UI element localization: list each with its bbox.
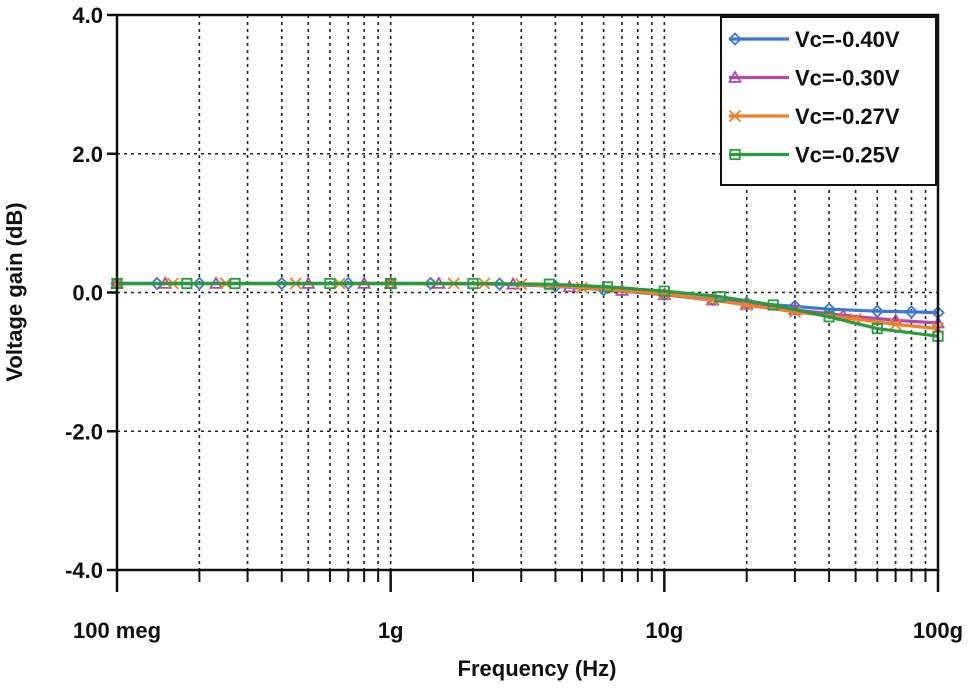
y-axis-title: Voltage gain (dB) — [2, 202, 27, 381]
data-point-diamond — [274, 276, 289, 291]
y-tick-label: -2.0 — [65, 419, 103, 444]
data-point-diamond — [904, 305, 919, 319]
data-point-diamond — [192, 276, 207, 291]
legend-label: Vc=-0.27V — [795, 104, 900, 129]
data-point-square — [324, 277, 336, 290]
data-point-square — [658, 285, 670, 297]
legend-label: Vc=-0.40V — [795, 27, 900, 52]
series-4 — [111, 277, 944, 342]
data-point-square — [385, 277, 397, 290]
data-point-square — [871, 322, 883, 335]
x-tick-label: 100g — [913, 618, 963, 643]
series-line — [117, 281, 939, 338]
axis-ticks: 4.0 2.0 0.0 -2.0 -4.0 100 meg 1g 10g 100g — [65, 3, 963, 643]
data-point-square — [767, 299, 779, 311]
legend-box — [720, 16, 937, 186]
data-point-square — [601, 281, 614, 293]
data-point-triangle — [727, 70, 743, 83]
x-tick-label: 1g — [378, 618, 404, 643]
legend-label: Vc=-0.25V — [795, 143, 900, 168]
data-point-diamond — [341, 276, 356, 291]
data-point-square — [181, 277, 193, 290]
data-point-square — [467, 277, 479, 290]
legend-item: Vc=-0.40V — [728, 27, 900, 52]
x-tick-label: 10g — [645, 618, 683, 643]
x-tick-label: 100 meg — [73, 618, 161, 643]
data-point-square — [714, 291, 726, 303]
y-tick-label: -4.0 — [65, 558, 103, 583]
data-point-square — [229, 277, 241, 290]
legend: Vc=-0.40V Vc=-0.30V Vc=-0.27V Vc=-0.25V — [720, 16, 937, 186]
data-point-diamond — [423, 276, 438, 291]
data-point-x — [889, 318, 902, 331]
y-tick-label: 4.0 — [72, 3, 103, 28]
legend-item: Vc=-0.27V — [728, 104, 900, 129]
data-point-square — [729, 148, 741, 161]
data-point-square — [823, 311, 835, 323]
data-point-diamond — [728, 32, 742, 46]
legend-item: Vc=-0.30V — [727, 66, 900, 91]
data-point-square — [543, 278, 555, 290]
y-tick-label: 2.0 — [72, 142, 103, 167]
x-axis-title: Frequency (Hz) — [458, 656, 617, 681]
legend-label: Vc=-0.30V — [795, 66, 900, 91]
data-point-diamond — [150, 276, 164, 291]
y-tick-label: 0.0 — [72, 281, 103, 306]
legend-item: Vc=-0.25V — [729, 143, 900, 168]
data-point-x — [728, 109, 742, 123]
data-point-diamond — [870, 304, 885, 319]
